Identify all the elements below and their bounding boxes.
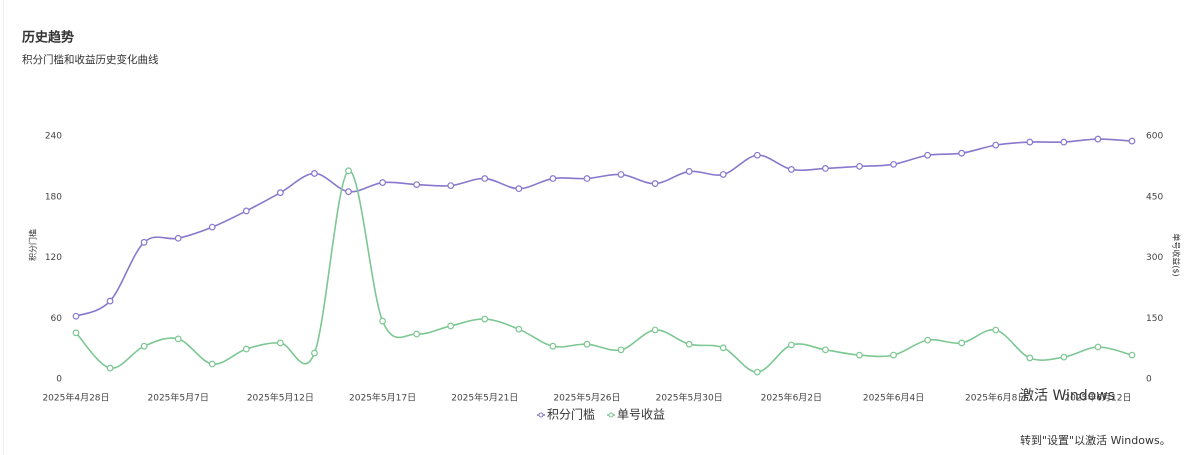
data-point [447,182,455,190]
data-point [413,330,421,338]
x-tick-label: 2025年5月21日 [451,392,518,404]
x-tick-label: 2025年6月2日 [761,392,822,404]
data-point [1060,138,1068,146]
y2-tick-label: 150 [1146,314,1163,324]
data-point [481,315,489,323]
title: 历史趋势 [22,30,74,46]
x-tick-label: 2025年6月12日 [1064,392,1131,404]
data-point [208,223,216,231]
data-point [992,326,1000,334]
data-point [651,180,659,187]
data-point [379,317,386,325]
data-point [549,342,557,350]
x-tick-label: 2025年5月26日 [553,392,620,404]
data-point [787,166,795,173]
y-tick-label: 240 [45,132,62,142]
data-point [924,336,932,344]
x-tick-label: 2025年6月8日 [965,392,1026,404]
data-point [447,322,455,330]
data-point [958,149,966,157]
data-point [787,341,795,349]
data-point [1026,138,1034,146]
x-tick-label: 2025年4月28日 [42,392,109,404]
y2-axis-title: 单号收益($) [1172,233,1182,276]
data-point [106,297,114,305]
data-point [651,326,659,334]
data-point [753,368,761,376]
data-point [276,339,284,347]
data-point [311,170,318,177]
y-tick-label: 180 [45,192,62,202]
series-line [75,170,1133,373]
legend-label: 单号收益 [617,408,665,422]
data-point [311,349,318,357]
y-tick-label: 60 [51,314,63,324]
data-point [1128,351,1136,359]
watermark: 转到"设置"以激活 Windows。 [1020,433,1171,447]
data-point [719,344,727,352]
series-line [75,138,1133,317]
data-point [924,151,932,159]
subtitle: 积分门槛和收益历史变化曲线 [22,53,159,66]
y-tick-label: 0 [56,375,62,385]
data-point [515,325,523,333]
data-point [1128,137,1136,145]
data-point [856,162,863,170]
data-point [276,189,284,197]
data-point [345,188,352,196]
data-point [1094,135,1102,143]
y-axis-title: 积分门槛 [28,229,38,261]
y2-tick-label: 450 [1146,192,1163,202]
data-point [583,175,591,182]
y-tick-label: 120 [45,253,62,263]
y2-tick-label: 600 [1146,132,1163,142]
data-point [140,238,148,246]
legend-label: 积分门槛 [547,407,595,422]
legend-swatch [538,412,544,418]
legend-swatch [608,412,614,418]
data-point [242,207,250,215]
data-point [1026,354,1034,362]
data-point [174,234,182,242]
data-point [379,179,386,186]
data-point [617,171,625,178]
data-point [174,335,182,343]
x-tick-label: 2025年5月30日 [656,392,723,404]
watermark: 激活 Windows [1020,387,1115,404]
data-point [481,175,489,182]
data-point [1060,353,1068,361]
data-point [345,167,352,175]
data-point [413,181,421,189]
data-point [856,351,863,359]
data-point [140,342,148,350]
data-point [515,185,523,193]
data-point [890,351,897,359]
data-point [208,360,216,368]
data-point [822,346,829,354]
x-tick-label: 2025年5月12日 [247,392,314,404]
data-point [685,168,693,175]
data-point [753,151,761,159]
data-point [992,141,1000,149]
data-point [719,171,727,178]
x-tick-label: 2025年5月7日 [148,392,209,404]
data-point [890,160,897,168]
data-point [549,175,557,182]
data-point [685,340,693,348]
data-point [958,339,966,347]
y2-tick-label: 300 [1146,253,1163,263]
y2-tick-label: 0 [1146,375,1152,385]
data-point [822,164,829,172]
data-point [242,345,250,353]
data-point [583,340,591,348]
data-point [1094,343,1102,351]
data-point [72,312,80,320]
data-point [106,364,114,372]
x-tick-label: 2025年6月4日 [863,392,924,404]
x-tick-label: 2025年5月17日 [349,392,416,404]
data-point [617,346,625,354]
data-point [72,329,80,337]
